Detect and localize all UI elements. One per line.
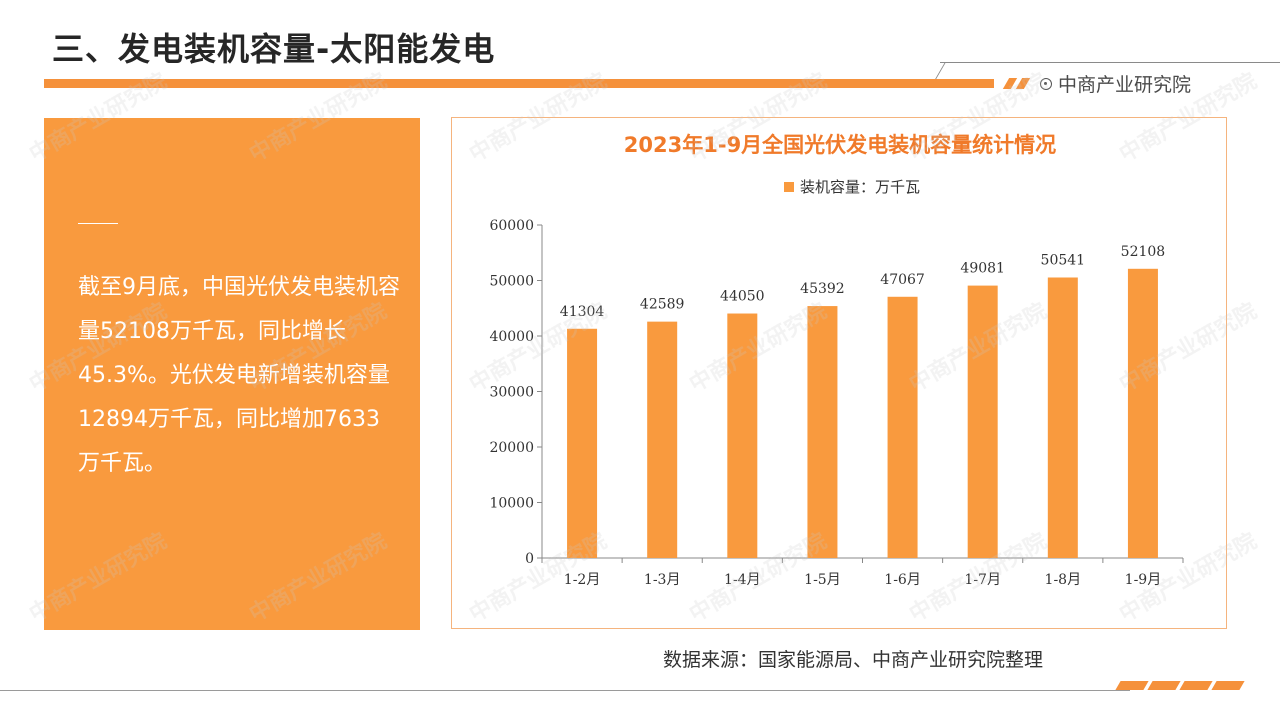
y-tick-label: 60000	[489, 218, 534, 234]
bar	[967, 285, 998, 558]
y-tick-label: 0	[525, 551, 534, 567]
chart-container: 2023年1-9月全国光伏发电装机容量统计情况 装机容量：万千瓦 0 10000 2…	[451, 117, 1227, 629]
y-tick-label: 10000	[489, 496, 534, 512]
y-tick-label: 30000	[489, 385, 534, 401]
panel-divider	[78, 223, 118, 224]
bar-value-label: 47067	[880, 272, 925, 288]
header-thin-line	[940, 62, 1280, 63]
bar	[807, 306, 838, 558]
x-tick-label: 1-2月	[564, 572, 601, 588]
x-tick-label: 1-3月	[644, 572, 681, 588]
bar	[727, 313, 758, 558]
bar-value-label: 41304	[560, 304, 605, 320]
footer-stripe	[1211, 681, 1245, 690]
bar	[567, 328, 598, 558]
footer-stripe	[1179, 681, 1213, 690]
legend-label: 装机容量：万千瓦	[800, 178, 920, 196]
x-tick-label: 1-7月	[964, 572, 1001, 588]
bar	[647, 321, 678, 558]
bar	[1047, 277, 1078, 558]
footer-stripe	[1115, 681, 1149, 690]
bar	[1127, 268, 1158, 558]
header-accent-bar	[44, 79, 994, 88]
footer-line	[0, 690, 1130, 691]
legend-swatch	[784, 182, 794, 192]
bar-value-label: 45392	[800, 281, 845, 297]
bar-value-label: 50541	[1041, 252, 1086, 268]
y-tick-label: 50000	[489, 274, 534, 290]
brand-circle-icon	[1040, 77, 1052, 90]
bar-value-label: 52108	[1121, 244, 1166, 260]
chart-title: 2023年1-9月全国光伏发电装机容量统计情况	[624, 133, 1056, 157]
bar-value-label: 49081	[960, 261, 1005, 277]
summary-text: 截至9月底，中国光伏发电装机容量52108万千瓦，同比增长45.3%。光伏发电新…	[78, 275, 400, 476]
x-tick-label: 1-6月	[884, 572, 921, 588]
y-tick-label: 20000	[489, 440, 534, 456]
x-tick-label: 1-8月	[1045, 572, 1082, 588]
bar	[887, 296, 918, 558]
header-stripe	[1002, 78, 1018, 89]
page-title: 三、发电装机容量-太阳能发电	[52, 30, 496, 68]
summary-panel	[44, 118, 420, 630]
header-stripe	[1015, 78, 1031, 89]
x-tick-label: 1-5月	[804, 572, 841, 588]
header-diagonal	[934, 62, 946, 80]
bar-chart: 2023年1-9月全国光伏发电装机容量统计情况 装机容量：万千瓦 0 10000 2…	[489, 133, 1184, 588]
bar-value-label: 44050	[720, 289, 765, 305]
x-tick-label: 1-9月	[1125, 572, 1162, 588]
y-tick-label: 40000	[489, 329, 534, 345]
x-tick-label: 1-4月	[724, 572, 761, 588]
footer-stripe	[1147, 681, 1181, 690]
brand-name: 中商产业研究院	[1058, 74, 1192, 96]
source-note: 数据来源：国家能源局、中商产业研究院整理	[663, 649, 1044, 671]
bar-value-label: 42589	[640, 297, 685, 313]
brand-logo: 中商产业研究院	[1040, 70, 1191, 97]
